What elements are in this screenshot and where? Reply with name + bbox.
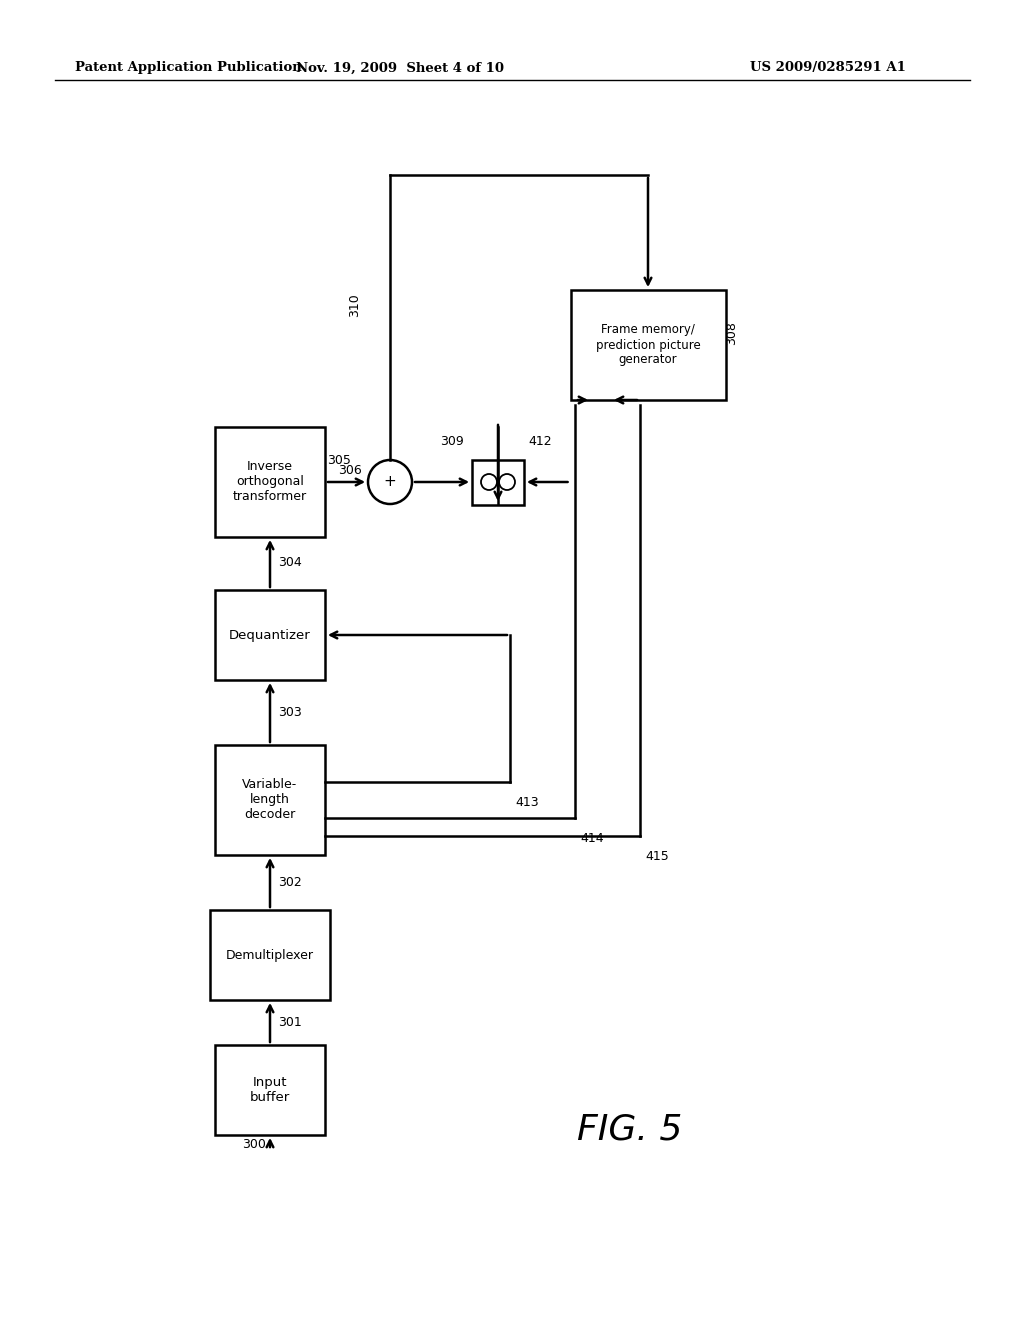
Text: 305: 305	[327, 454, 351, 466]
Bar	[472, 459, 524, 504]
Text: 415: 415	[645, 850, 669, 862]
Bar	[215, 590, 325, 680]
Text: 414: 414	[580, 832, 603, 845]
Bar	[570, 290, 725, 400]
Text: 306: 306	[338, 463, 361, 477]
Text: 304: 304	[278, 557, 302, 569]
Text: Frame memory/
prediction picture
generator: Frame memory/ prediction picture generat…	[596, 323, 700, 367]
Bar	[215, 426, 325, 537]
Text: US 2009/0285291 A1: US 2009/0285291 A1	[750, 62, 906, 74]
Text: FIG. 5: FIG. 5	[578, 1113, 683, 1147]
Text: 412: 412	[528, 436, 552, 447]
Text: Demultiplexer: Demultiplexer	[226, 949, 314, 961]
Text: 308: 308	[725, 321, 738, 345]
Text: 413: 413	[515, 796, 539, 808]
Text: 302: 302	[278, 875, 302, 888]
Text: 309: 309	[440, 436, 464, 447]
Text: Dequantizer: Dequantizer	[229, 628, 311, 642]
Bar	[210, 909, 330, 1001]
Text: Patent Application Publication: Patent Application Publication	[75, 62, 302, 74]
Text: +: +	[384, 474, 396, 490]
Text: 303: 303	[278, 705, 302, 718]
Text: 310: 310	[348, 293, 361, 317]
Text: Variable-
length
decoder: Variable- length decoder	[243, 779, 298, 821]
Bar	[215, 744, 325, 855]
Text: Nov. 19, 2009  Sheet 4 of 10: Nov. 19, 2009 Sheet 4 of 10	[296, 62, 504, 74]
Text: 300: 300	[242, 1138, 266, 1151]
Text: Input
buffer: Input buffer	[250, 1076, 290, 1104]
Bar	[215, 1045, 325, 1135]
Text: 301: 301	[278, 1015, 302, 1028]
Text: Inverse
orthogonal
transformer: Inverse orthogonal transformer	[232, 461, 307, 503]
